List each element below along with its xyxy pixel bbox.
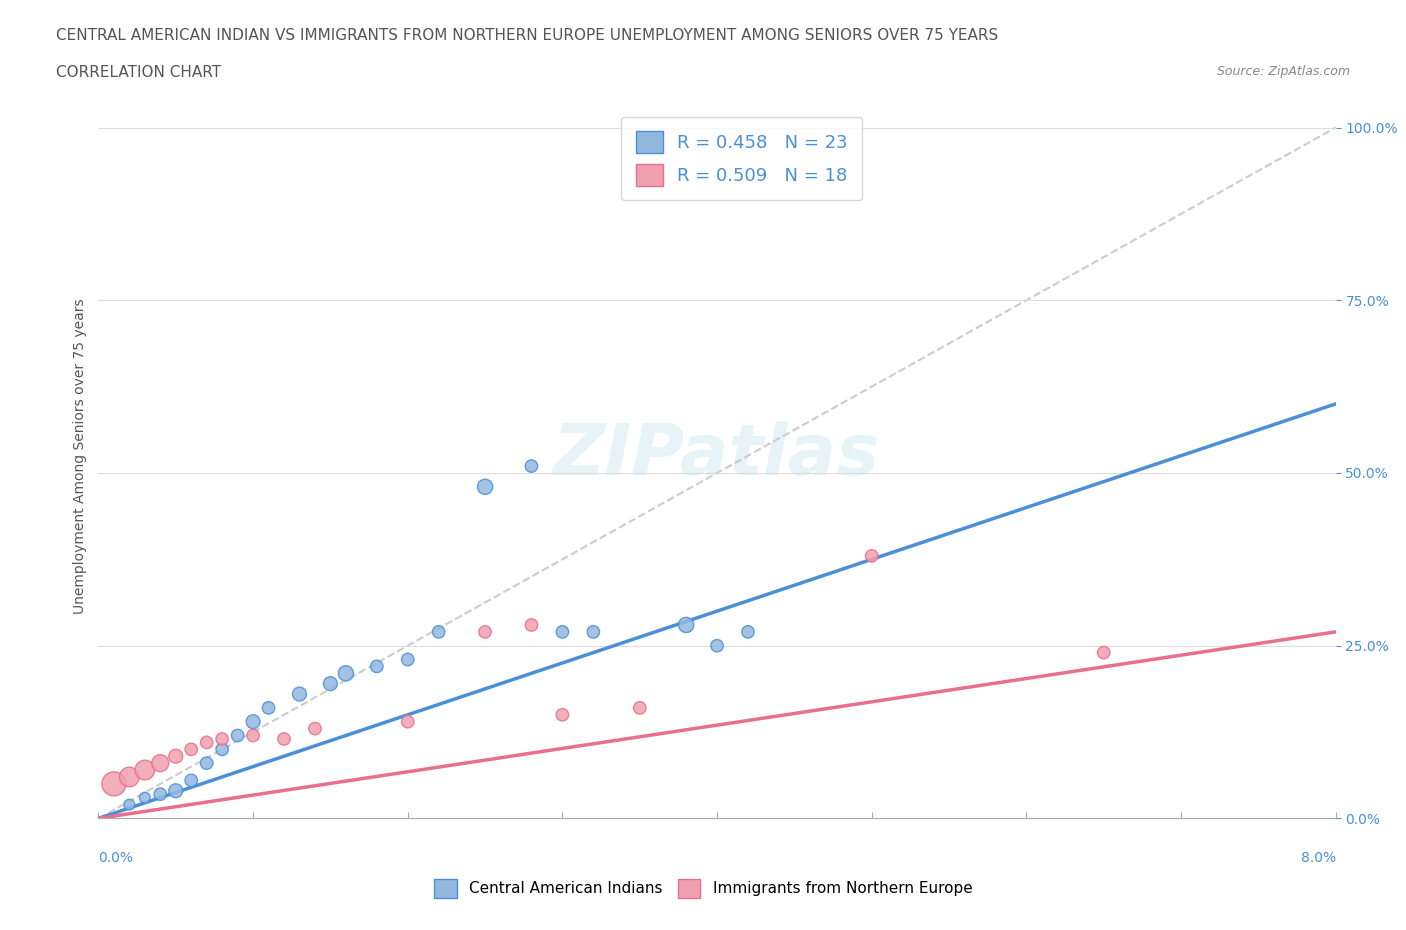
Point — [103, 777, 125, 791]
Point — [474, 624, 496, 639]
Point — [551, 708, 574, 723]
Point — [242, 728, 264, 743]
Y-axis label: Unemployment Among Seniors over 75 years: Unemployment Among Seniors over 75 years — [73, 298, 87, 614]
Point — [211, 742, 233, 757]
Legend: R = 0.458   N = 23, R = 0.509   N = 18: R = 0.458 N = 23, R = 0.509 N = 18 — [621, 116, 862, 200]
Point — [319, 676, 342, 691]
Point — [195, 756, 218, 771]
Point — [520, 618, 543, 632]
Point — [396, 652, 419, 667]
Point — [427, 624, 450, 639]
Point — [551, 624, 574, 639]
Text: 0.0%: 0.0% — [98, 851, 134, 865]
Point — [165, 749, 187, 764]
Point — [273, 732, 295, 747]
Text: CENTRAL AMERICAN INDIAN VS IMMIGRANTS FROM NORTHERN EUROPE UNEMPLOYMENT AMONG SE: CENTRAL AMERICAN INDIAN VS IMMIGRANTS FR… — [56, 28, 998, 43]
Point — [520, 458, 543, 473]
Point — [474, 479, 496, 494]
Point — [628, 700, 651, 715]
Point — [304, 721, 326, 736]
Point — [335, 666, 357, 681]
Point — [737, 624, 759, 639]
Point — [118, 769, 141, 784]
Point — [242, 714, 264, 729]
Point — [257, 700, 280, 715]
Point — [195, 735, 218, 750]
Text: ZIPatlas: ZIPatlas — [554, 421, 880, 490]
Point — [149, 756, 172, 771]
Text: CORRELATION CHART: CORRELATION CHART — [56, 65, 221, 80]
Point — [582, 624, 605, 639]
Point — [675, 618, 697, 632]
Point — [118, 797, 141, 812]
Point — [706, 638, 728, 653]
Point — [134, 790, 156, 805]
Point — [134, 763, 156, 777]
Point — [396, 714, 419, 729]
Point — [180, 742, 202, 757]
Point — [211, 732, 233, 747]
Point — [288, 686, 311, 701]
Point — [226, 728, 249, 743]
Point — [366, 659, 388, 674]
Point — [165, 783, 187, 798]
Text: Source: ZipAtlas.com: Source: ZipAtlas.com — [1216, 65, 1350, 78]
Point — [860, 549, 883, 564]
Text: 8.0%: 8.0% — [1301, 851, 1336, 865]
Point — [180, 773, 202, 788]
Legend: Central American Indians, Immigrants from Northern Europe: Central American Indians, Immigrants fro… — [427, 873, 979, 904]
Point — [1092, 645, 1115, 660]
Point — [149, 787, 172, 802]
